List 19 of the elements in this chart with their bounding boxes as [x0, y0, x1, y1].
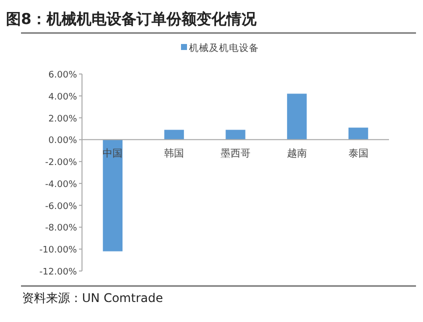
ytick: 2.00%: [48, 114, 77, 124]
ytick: 4.00%: [48, 92, 77, 102]
xtick: 韩国: [164, 148, 184, 160]
ytick: 6.00%: [48, 70, 77, 80]
xtick: 越南: [286, 148, 307, 160]
ytick: 0.00%: [48, 136, 77, 146]
ytick: -2.00%: [45, 158, 77, 168]
xtick: 墨西哥: [220, 148, 250, 160]
legend-label: 机械及机电设备: [189, 42, 259, 54]
xtick: 泰国: [348, 148, 368, 160]
annotation: 资料来源：UN Comtrade: [22, 291, 163, 305]
ytick: -12.00%: [39, 268, 77, 278]
ytick: -8.00%: [45, 224, 77, 234]
xtick: 中国: [102, 148, 123, 160]
ytick: -10.00%: [39, 246, 77, 256]
ytick: -4.00%: [45, 180, 77, 190]
title: 图8：机械机电设备订单份额变化情况: [6, 10, 256, 28]
ytick: -6.00%: [45, 202, 77, 212]
legend: 机械及机电设备: [181, 43, 259, 54]
